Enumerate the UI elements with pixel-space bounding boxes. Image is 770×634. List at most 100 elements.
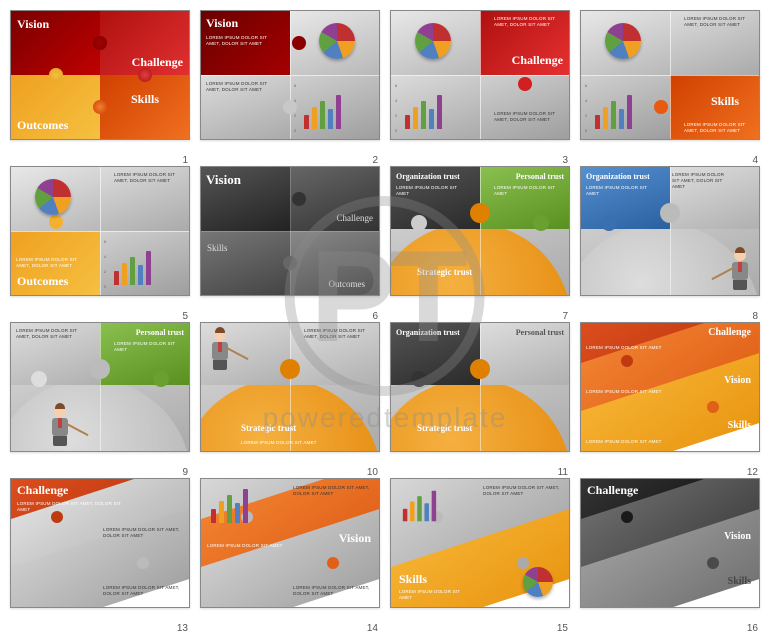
lorem: LOREM IPSUM DOLOR SIT AMET, DOLOR SIT AM… — [672, 172, 727, 190]
lorem: LOREM IPSUM DOLOR SIT AMET, DOLOR SIT AM… — [103, 585, 183, 597]
lorem: LOREM IPSUM DOLOR SIT AMET, DOLOR SIT AM… — [17, 501, 127, 513]
bar-chart-icon — [304, 95, 341, 129]
slide-number: 1 — [182, 155, 188, 166]
character-icon — [727, 249, 753, 289]
cell-13: Challenge LOREM IPSUM DOLOR SIT AMET, DO… — [10, 478, 190, 620]
pie-chart-icon — [319, 23, 355, 59]
lorem: LOREM IPSUM DOLOR SIT AMET, DOLOR SIT AM… — [114, 172, 184, 184]
slide-9: Personal trust LOREM IPSUM DOLOR SIT AME… — [10, 322, 190, 452]
label-personal-trust: Personal trust — [136, 328, 184, 337]
bar-chart-icon — [403, 491, 436, 522]
slide-8: Organization trust LOREM IPSUM DOLOR SIT… — [580, 166, 760, 296]
slide-2: Vision LOREM IPSUM DOLOR SIT AMET, DOLOR… — [200, 10, 380, 140]
cell-16: Challenge Vision Skills 16 — [580, 478, 760, 620]
lorem: LOREM IPSUM DOLOR SIT AMET, DOLOR SIT AM… — [494, 111, 564, 123]
lorem: LOREM IPSUM DOLOR SIT AMET, DOLOR SIT AM… — [103, 527, 183, 539]
cell-9: Personal trust LOREM IPSUM DOLOR SIT AME… — [10, 322, 190, 464]
bar-chart-icon — [405, 95, 442, 129]
lorem: LOREM IPSUM DOLOR SIT AMET — [207, 543, 297, 549]
label-org-trust: Organization trust — [396, 328, 460, 337]
slide-number: 4 — [752, 155, 758, 166]
slide-number: 12 — [747, 467, 758, 478]
slide-12: Challenge Vision Skills LOREM IPSUM DOLO… — [580, 322, 760, 452]
lorem: LOREM IPSUM DOLOR SIT AMET — [586, 185, 656, 197]
lorem: LOREM IPSUM DOLOR SIT AMET — [586, 345, 676, 351]
label-skills: Skills — [131, 92, 159, 107]
bar-chart-icon — [114, 251, 151, 285]
slide-number: 15 — [557, 623, 568, 634]
cell-1: Vision Challenge Outcomes Skills 1 — [10, 10, 190, 152]
slide-16: Challenge Vision Skills — [580, 478, 760, 608]
lorem: LOREM IPSUM DOLOR SIT AMET, DOLOR SIT AM… — [293, 585, 373, 597]
label-strategic-trust: Strategic trust — [241, 423, 296, 433]
lorem: LOREM IPSUM DOLOR SIT AMET, DOLOR SIT AM… — [684, 16, 754, 28]
lorem: LOREM IPSUM DOLOR SIT AMET — [494, 185, 564, 197]
lorem: LOREM IPSUM DOLOR SIT AMET, DOLOR SIT AM… — [293, 485, 373, 497]
slide-14: Vision LOREM IPSUM DOLOR SIT AMET, DOLOR… — [200, 478, 380, 608]
character-icon — [47, 405, 73, 445]
slide-7: Organization trust Personal trust Strate… — [390, 166, 570, 296]
label-strategic-trust: Strategic trust — [417, 267, 472, 277]
lorem: LOREM IPSUM DOLOR SIT AMET, DOLOR SIT AM… — [304, 328, 374, 340]
label-challenge: Challenge — [708, 327, 751, 338]
slide-number: 10 — [367, 467, 378, 478]
cell-5: Outcomes LOREM IPSUM DOLOR SIT AMET, DOL… — [10, 166, 190, 308]
bar-chart-icon — [595, 95, 632, 129]
slide-number: 7 — [562, 311, 568, 322]
lorem: LOREM IPSUM DOLOR SIT AMET, DOLOR SIT AM… — [483, 485, 563, 497]
cell-4: Skills LOREM IPSUM DOLOR SIT AMET, DOLOR… — [580, 10, 760, 152]
label-vision: Vision — [339, 531, 371, 546]
slide-number: 5 — [182, 311, 188, 322]
label-strategic-trust: Strategic trust — [417, 423, 472, 433]
slide-number: 6 — [372, 311, 378, 322]
lorem: LOREM IPSUM DOLOR SIT AMET, DOLOR SIT AM… — [206, 35, 276, 47]
label-skills: Skills — [728, 576, 751, 587]
slide-number: 9 — [182, 467, 188, 478]
pie-chart-icon — [605, 23, 641, 59]
bar-chart-icon — [211, 489, 248, 523]
slide-number: 14 — [367, 623, 378, 634]
label-outcomes: Outcomes — [17, 274, 68, 289]
slide-grid: Vision Challenge Outcomes Skills 1 Visio… — [0, 0, 770, 630]
slide-10: Strategic trust LOREM IPSUM DOLOR SIT AM… — [200, 322, 380, 452]
axis: 6420 — [294, 83, 296, 133]
slide-number: 8 — [752, 311, 758, 322]
slide-number: 2 — [372, 155, 378, 166]
cell-8: Organization trust LOREM IPSUM DOLOR SIT… — [580, 166, 760, 308]
label-challenge: Challenge — [17, 483, 68, 498]
character-icon — [207, 329, 233, 369]
slide-15: Skills LOREM IPSUM DOLOR SIT AMET, DOLOR… — [390, 478, 570, 608]
lorem: LOREM IPSUM DOLOR SIT AMET — [241, 440, 341, 446]
slide-number: 3 — [562, 155, 568, 166]
slide-number: 13 — [177, 623, 188, 634]
label-skills: Skills — [399, 572, 427, 587]
label-org-trust: Organization trust — [396, 172, 460, 181]
lorem: LOREM IPSUM DOLOR SIT AMET — [396, 185, 466, 197]
cell-10: Strategic trust LOREM IPSUM DOLOR SIT AM… — [200, 322, 380, 464]
cell-7: Organization trust Personal trust Strate… — [390, 166, 570, 308]
label-challenge: Challenge — [337, 213, 374, 223]
slide-13: Challenge LOREM IPSUM DOLOR SIT AMET, DO… — [10, 478, 190, 608]
lorem: LOREM IPSUM DOLOR SIT AMET — [399, 589, 469, 601]
label-skills: Skills — [728, 420, 751, 431]
label-outcomes: Outcomes — [329, 279, 366, 289]
slide-5: Outcomes LOREM IPSUM DOLOR SIT AMET, DOL… — [10, 166, 190, 296]
lorem: LOREM IPSUM DOLOR SIT AMET — [586, 439, 676, 445]
lorem: LOREM IPSUM DOLOR SIT AMET, DOLOR SIT AM… — [206, 81, 276, 93]
pie-chart-icon — [415, 23, 451, 59]
label-vision: Vision — [206, 172, 241, 188]
cell-12: Challenge Vision Skills LOREM IPSUM DOLO… — [580, 322, 760, 464]
label-challenge: Challenge — [512, 53, 563, 68]
label-personal-trust: Personal trust — [516, 328, 564, 337]
slide-1: Vision Challenge Outcomes Skills — [10, 10, 190, 140]
cell-6: Vision Challenge Skills Outcomes 6 — [200, 166, 380, 308]
lorem: LOREM IPSUM DOLOR SIT AMET, DOLOR SIT AM… — [684, 122, 754, 134]
lorem: LOREM IPSUM DOLOR SIT AMET, DOLOR SIT AM… — [494, 16, 564, 28]
slide-6: Vision Challenge Skills Outcomes — [200, 166, 380, 296]
label-outcomes: Outcomes — [17, 118, 68, 133]
lorem: LOREM IPSUM DOLOR SIT AMET, DOLOR SIT AM… — [16, 328, 86, 340]
slide-number: 11 — [558, 467, 568, 478]
pie-chart-icon — [35, 179, 71, 215]
axis: 6420 — [395, 83, 397, 133]
cell-3: Challenge LOREM IPSUM DOLOR SIT AMET, DO… — [390, 10, 570, 152]
